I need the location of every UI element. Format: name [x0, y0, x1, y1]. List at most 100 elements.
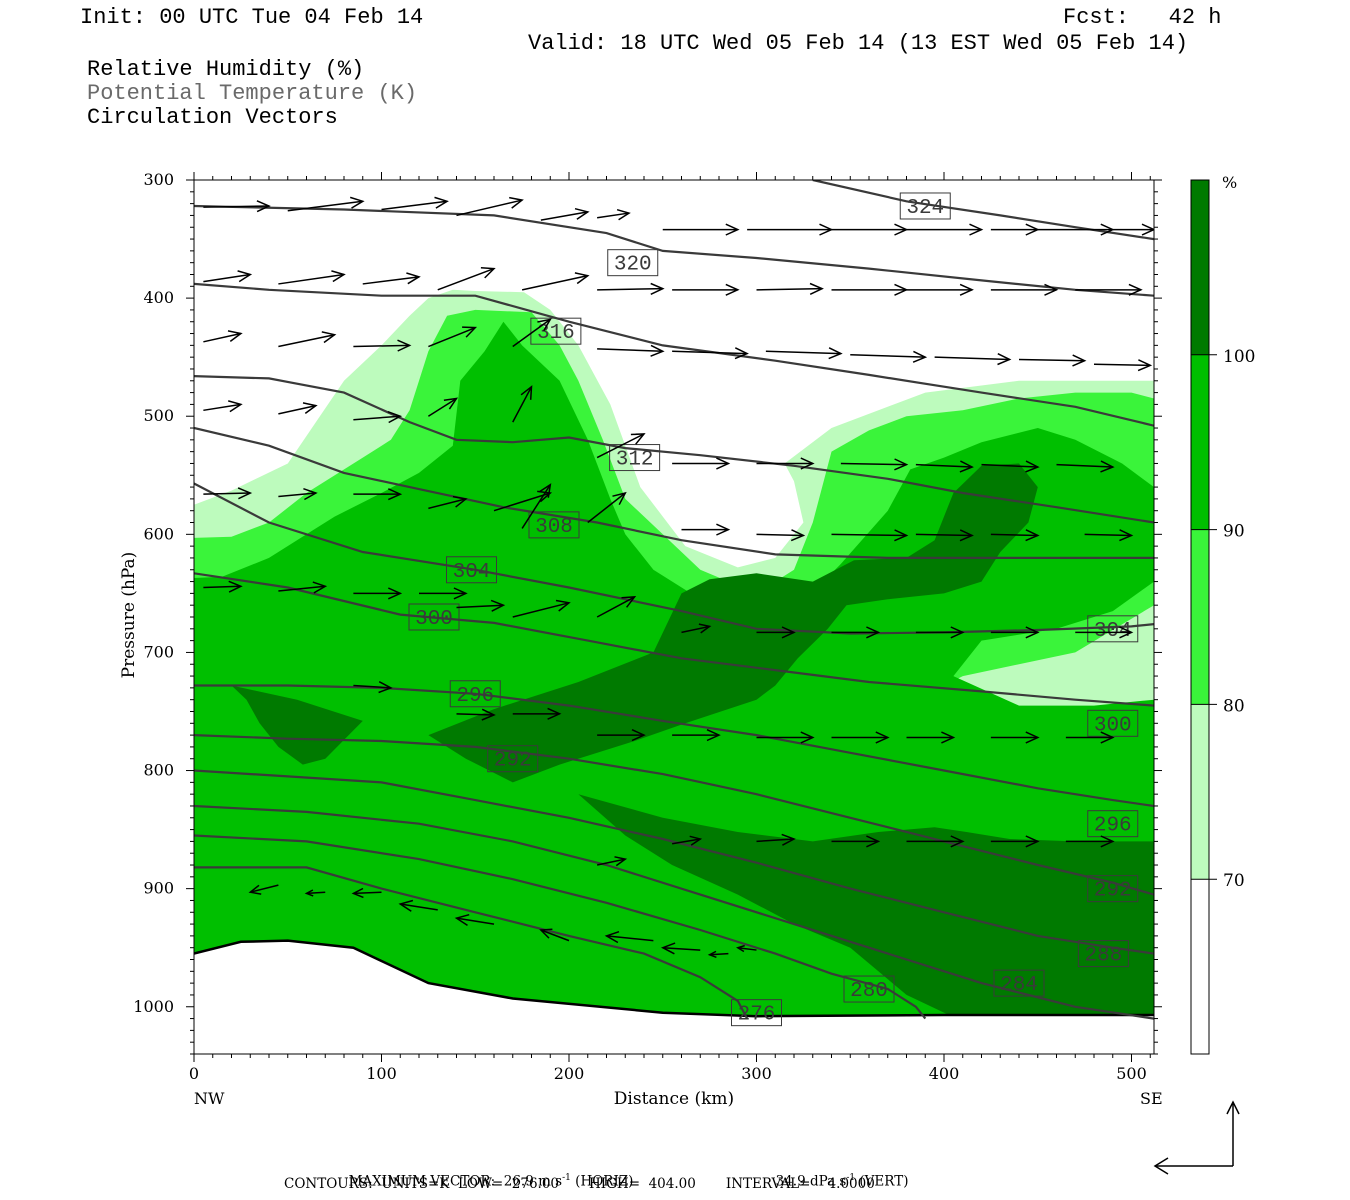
rh-shading — [194, 289, 1154, 1054]
circulation-vector — [1075, 283, 1143, 296]
vector-head — [950, 626, 965, 639]
vector-head — [866, 626, 881, 639]
vector-head — [828, 347, 843, 360]
circulation-vector — [681, 623, 712, 634]
circulation-vector — [597, 729, 646, 742]
vector-shaft — [512, 386, 533, 423]
vector-head — [660, 942, 676, 955]
vector-head — [555, 599, 571, 612]
circulation-vector — [596, 596, 637, 618]
vector-shaft — [737, 946, 757, 951]
vector-shaft — [493, 492, 551, 512]
x-axis-label: Distance (km) — [614, 1089, 734, 1109]
isentrope-label-box — [1087, 709, 1139, 737]
vector-head — [378, 681, 393, 694]
vector-shaft — [1056, 463, 1113, 468]
isentrope-324 — [812, 180, 1154, 241]
isentrope-label-text: 324 — [906, 197, 944, 220]
isentrope-label-box — [487, 745, 539, 773]
vector-head — [453, 587, 468, 600]
circulation-vector — [203, 400, 243, 413]
vector-shaft — [540, 211, 588, 221]
vector-head — [614, 856, 628, 867]
colorbar-unit: % — [1222, 173, 1237, 192]
vector-shaft — [278, 404, 317, 415]
vector-head — [941, 731, 956, 744]
vector-head — [706, 729, 721, 742]
colorbar-label: 70 — [1223, 871, 1245, 891]
circulation-vectors — [203, 196, 1154, 959]
vector-shaft — [1084, 533, 1132, 537]
circulation-vector — [934, 353, 1012, 366]
vector-head — [959, 460, 974, 473]
vector-head — [781, 626, 796, 639]
vector-shaft — [353, 684, 391, 689]
vector-shaft — [915, 463, 973, 468]
colorbar-swatch — [1191, 704, 1209, 880]
circulation-vector — [353, 681, 393, 694]
vector-shaft — [456, 713, 495, 716]
vector-shaft — [587, 492, 626, 524]
circulation-vector — [427, 397, 459, 417]
circulation-vector — [850, 350, 928, 363]
circulation-vector — [915, 460, 974, 473]
circulation-vector — [981, 460, 1040, 473]
circulation-vector — [353, 488, 403, 501]
vector-head — [1025, 835, 1040, 848]
isentrope-label-304: 304 — [446, 556, 497, 584]
circulation-vector — [1112, 223, 1154, 236]
vector-head — [689, 835, 703, 846]
vector-shaft — [250, 884, 279, 893]
vector-shaft — [437, 267, 495, 291]
circulation-vector — [1084, 529, 1134, 542]
vector-shaft — [203, 205, 270, 208]
unit-exponent-vert: -1 — [846, 1173, 856, 1183]
circulation-vector — [278, 402, 318, 415]
isentrope-label-box — [530, 317, 582, 345]
vector-head — [331, 270, 346, 283]
vector-head — [650, 282, 665, 295]
circulation-vector — [990, 223, 1040, 236]
circulation-vector — [381, 196, 449, 211]
isentrope-label-box — [993, 969, 1045, 997]
circulation-vector — [660, 942, 701, 955]
vector-head — [302, 402, 318, 415]
x-right-end-label: SE — [1140, 1089, 1163, 1108]
isentrope-label-text: 304 — [1094, 620, 1132, 643]
isentrope-label-312: 312 — [609, 444, 661, 472]
circulation-vector — [831, 283, 909, 296]
y-tick-label: 1000 — [133, 997, 174, 1016]
vector-head — [725, 223, 740, 236]
circulation-vector — [1065, 731, 1115, 744]
vector-head — [1100, 460, 1115, 473]
colorbar-label: 90 — [1223, 522, 1245, 542]
vector-shaft — [596, 596, 635, 618]
circulation-vector — [707, 950, 729, 959]
vector-shaft — [756, 838, 795, 843]
isentrope-label-text: 304 — [453, 561, 491, 584]
isentrope-276 — [194, 866, 749, 1020]
vector-head — [1119, 529, 1134, 542]
circulation-vector — [756, 833, 796, 846]
vector-shaft — [203, 403, 241, 412]
isentrope-label-text: 296 — [1094, 815, 1132, 838]
vector-head — [248, 884, 262, 895]
circulation-vector — [672, 347, 749, 360]
circulation-vector — [287, 196, 365, 212]
vector-head — [1025, 731, 1040, 744]
circulation-vector — [756, 529, 806, 542]
circulation-vector — [672, 835, 703, 846]
vector-head — [349, 196, 365, 209]
circulation-vector — [540, 207, 590, 221]
circulation-vector — [456, 196, 524, 217]
y-tick-label: 600 — [143, 524, 174, 543]
vector-head — [454, 913, 470, 927]
vector-head — [1025, 626, 1040, 639]
vector-head — [621, 596, 637, 608]
vector-head — [650, 344, 665, 357]
x-tick-label: 100 — [366, 1064, 397, 1083]
vector-head — [800, 457, 815, 470]
circulation-vector — [1065, 835, 1115, 848]
circulation-vector — [604, 930, 654, 944]
